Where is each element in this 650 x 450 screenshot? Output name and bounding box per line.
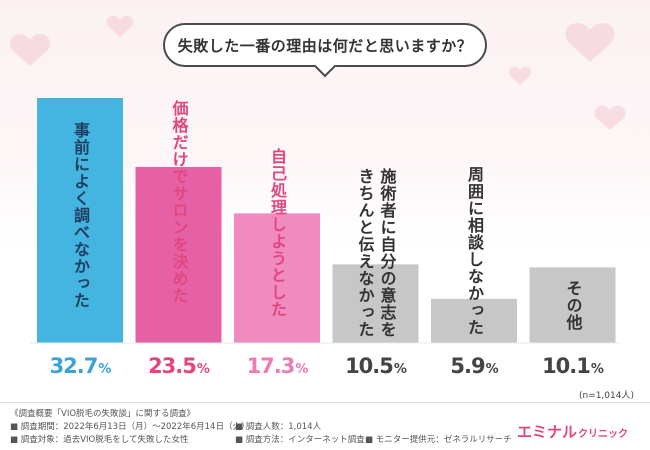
value-unit: %: [295, 362, 308, 377]
value-unit: %: [485, 362, 499, 377]
sample-size-note: (n=1,014人): [578, 391, 634, 401]
clinic-logo: エミナルクリニック: [517, 421, 628, 442]
bar-4: [332, 264, 419, 343]
bar-1: [37, 98, 123, 343]
value-unit: %: [196, 362, 210, 377]
bar-category-label-3: 自己処理しようとした: [268, 148, 287, 318]
logo-main-text: エミナル: [517, 423, 578, 441]
bar-5: [431, 298, 517, 343]
bar-value-label-2: 23.5%: [134, 354, 224, 378]
footer-survey-provider: ■ モニター提供元：ゼネラルリサーチ: [365, 435, 512, 445]
footer-survey-target: ■ 調査対象：過去VIO脱毛をして失敗した女性: [10, 435, 189, 445]
bar-value-label-3: 17.3%: [232, 354, 322, 378]
bar-category-label-2: 価格だけでサロンを決めた: [169, 100, 189, 304]
value-number: 10.1: [542, 354, 591, 378]
bar-2: [135, 166, 222, 343]
value-unit: %: [393, 362, 407, 377]
value-number: 17.3: [246, 354, 296, 378]
value-unit: %: [590, 362, 604, 377]
bar-3: [234, 213, 320, 343]
logo-sub-text: クリニック: [578, 429, 629, 440]
value-number: 10.5: [345, 354, 394, 378]
bar-value-label-5: 5.9%: [429, 354, 519, 378]
value-number: 5.9: [450, 354, 485, 378]
footer-survey-count: ■ 調査人数：1,014人: [235, 422, 322, 432]
bar-category-label-4: 施術者に自分の意志を きちんと伝えなかった: [355, 168, 397, 338]
footer-survey-title: 《調査概要「VIO脱毛の失敗談」に関する調査》: [10, 409, 196, 419]
value-number: 23.5: [148, 354, 197, 378]
bar-category-label-6: その他: [563, 280, 583, 331]
footer-survey-method: ■ 調査方法：インターネット調査: [235, 435, 365, 445]
bar-chart: [30, 98, 620, 344]
question-title: 失敗した一番の理由は何だと思いますか？: [163, 23, 487, 67]
bar-value-label-1: 32.7%: [35, 354, 125, 378]
bar-value-label-4: 10.5%: [331, 354, 421, 378]
bar-6: [529, 267, 616, 343]
footer-survey-period: ■ 調査期間：2022年6月13日（月）〜2022年6月14日（火）: [10, 422, 250, 432]
bar-value-label-6: 10.1%: [528, 354, 618, 378]
value-unit: %: [98, 362, 111, 377]
value-number: 32.7: [49, 354, 99, 378]
footer-divider: [0, 402, 650, 403]
bar-category-label-1: 事前によく調べなかった: [71, 122, 90, 309]
bar-category-label-5: 周囲に相談しなかった: [465, 166, 484, 336]
